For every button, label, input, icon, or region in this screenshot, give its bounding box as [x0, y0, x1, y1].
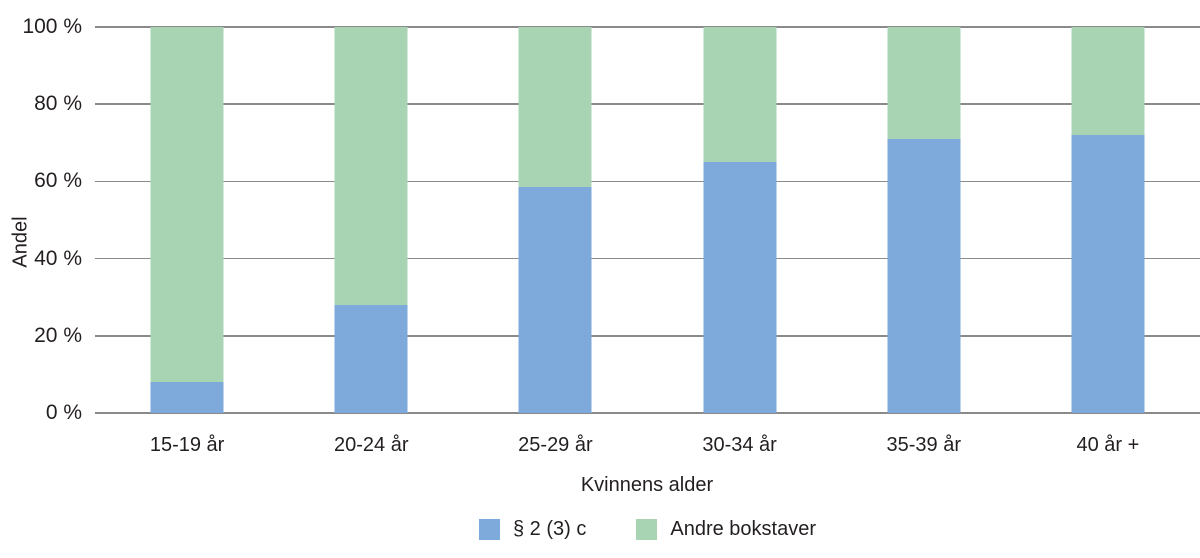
bar-segment-green	[518, 27, 592, 188]
y-tick-label-40: 40 %	[34, 246, 82, 270]
bar-segment-blue	[887, 138, 961, 413]
bar-segment-blue	[150, 382, 224, 413]
y-tick-label-80: 80 %	[34, 92, 82, 116]
bar-30-34-år	[703, 27, 777, 413]
legend-label: § 2 (3) c	[513, 518, 587, 540]
plot-area	[95, 26, 1200, 414]
x-category-label: 40 år +	[1076, 434, 1140, 456]
y-tick-label-20: 20 %	[34, 323, 82, 347]
x-axis-title: Kvinnens alder	[580, 474, 714, 496]
bar-segment-green	[334, 27, 408, 305]
y-tick-label-0: 0 %	[45, 401, 82, 424]
y-tick-label-100: 100 %	[22, 15, 82, 38]
gridline-60	[95, 180, 1200, 183]
x-category-label: 35-39 år	[886, 434, 962, 456]
legend-swatch-blue-icon	[479, 518, 500, 540]
bar-segment-blue	[334, 304, 408, 413]
bar-segment-green	[703, 27, 777, 163]
x-axis-category-labels: 15-19 år 20-24 år 25-29 år 30-34 år 35-39 år…	[95, 433, 1200, 459]
gridline-0	[95, 412, 1200, 414]
x-category-label: 30-34 år	[702, 434, 777, 456]
bar-15-19-år	[150, 27, 224, 413]
legend-item-andre-bokstaver: Andre bokstaver	[636, 517, 816, 541]
bar-35-39-år	[887, 27, 961, 413]
legend-label: Andre bokstaver	[670, 518, 816, 540]
bar-segment-blue	[703, 162, 777, 413]
bar-segment-green	[1071, 27, 1145, 136]
bar-segment-green	[150, 27, 224, 383]
bar-segment-blue	[1071, 135, 1145, 413]
bar-segment-blue	[518, 187, 592, 413]
gridline-20	[95, 335, 1200, 337]
bar-25-29-år	[518, 27, 592, 413]
legend-item-paragraph-2-3-c: § 2 (3) c	[479, 517, 586, 541]
y-axis-title: Andel	[9, 216, 32, 268]
x-category-label: 25-29 år	[518, 434, 593, 456]
bar-40-år-+	[1071, 27, 1145, 413]
gridline-80	[95, 103, 1200, 105]
bar-segment-green	[887, 27, 961, 139]
bar-20-24-år	[334, 27, 408, 413]
gridline-100	[95, 26, 1200, 28]
y-axis: 0 % 20 % 40 % 60 % 80 % 100 %	[0, 15, 82, 424]
legend-swatch-green-icon	[636, 518, 658, 540]
x-category-label: 15-19 år	[149, 434, 225, 456]
gridline-40	[95, 257, 1200, 260]
y-tick-label-60: 60 %	[34, 169, 82, 193]
legend: § 2 (3) c Andre bokstaver	[95, 517, 1200, 541]
x-category-label: 20-24 år	[334, 434, 409, 456]
